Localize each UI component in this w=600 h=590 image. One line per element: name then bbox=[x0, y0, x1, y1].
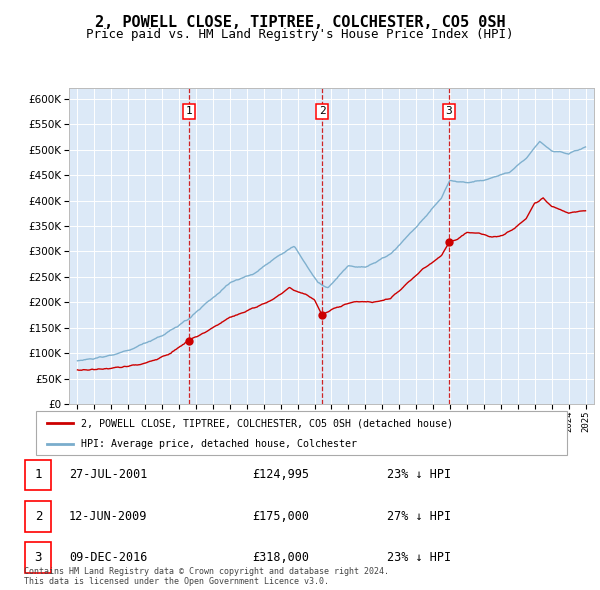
Text: 27% ↓ HPI: 27% ↓ HPI bbox=[387, 510, 451, 523]
Text: 2: 2 bbox=[35, 510, 42, 523]
Text: £318,000: £318,000 bbox=[252, 551, 309, 564]
Text: 3: 3 bbox=[446, 106, 452, 116]
Text: 23% ↓ HPI: 23% ↓ HPI bbox=[387, 551, 451, 564]
Text: 2, POWELL CLOSE, TIPTREE, COLCHESTER, CO5 0SH (detached house): 2, POWELL CLOSE, TIPTREE, COLCHESTER, CO… bbox=[81, 418, 453, 428]
Text: £175,000: £175,000 bbox=[252, 510, 309, 523]
Text: Contains HM Land Registry data © Crown copyright and database right 2024.
This d: Contains HM Land Registry data © Crown c… bbox=[24, 567, 389, 586]
Text: 3: 3 bbox=[35, 551, 42, 564]
Text: £124,995: £124,995 bbox=[252, 468, 309, 481]
Text: 12-JUN-2009: 12-JUN-2009 bbox=[69, 510, 148, 523]
Text: 1: 1 bbox=[185, 106, 192, 116]
Text: 2: 2 bbox=[319, 106, 326, 116]
Text: 23% ↓ HPI: 23% ↓ HPI bbox=[387, 468, 451, 481]
Text: 09-DEC-2016: 09-DEC-2016 bbox=[69, 551, 148, 564]
Text: Price paid vs. HM Land Registry's House Price Index (HPI): Price paid vs. HM Land Registry's House … bbox=[86, 28, 514, 41]
Text: 2, POWELL CLOSE, TIPTREE, COLCHESTER, CO5 0SH: 2, POWELL CLOSE, TIPTREE, COLCHESTER, CO… bbox=[95, 15, 505, 30]
Text: 27-JUL-2001: 27-JUL-2001 bbox=[69, 468, 148, 481]
Text: 1: 1 bbox=[35, 468, 42, 481]
Text: HPI: Average price, detached house, Colchester: HPI: Average price, detached house, Colc… bbox=[81, 438, 357, 448]
